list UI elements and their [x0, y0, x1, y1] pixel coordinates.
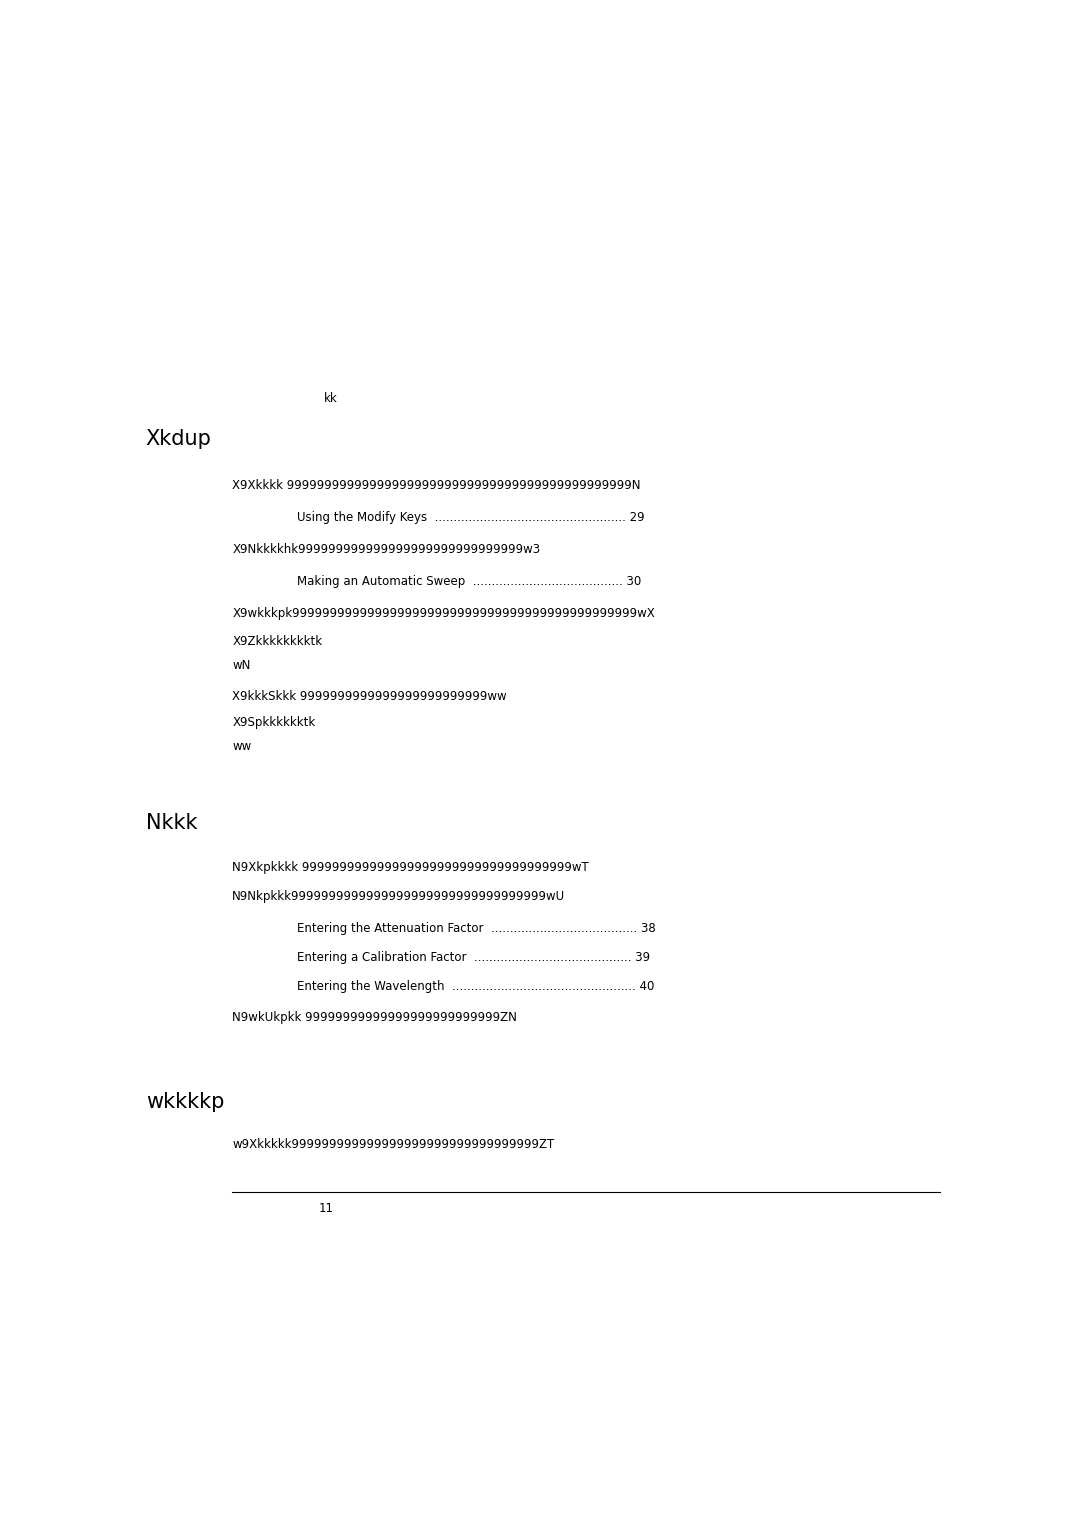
Text: Using the Modify Keys  ................................................... 29: Using the Modify Keys ..................…	[297, 510, 645, 524]
Text: Nkkk: Nkkk	[146, 813, 198, 833]
Text: Entering the Wavelength  ................................................. 40: Entering the Wavelength ................…	[297, 979, 654, 993]
Text: X9Zkkkkkkkktk: X9Zkkkkkkkktk	[232, 634, 322, 648]
Text: X9wkkkpk9999999999999999999999999999999999999999999999wX: X9wkkkpk99999999999999999999999999999999…	[232, 607, 654, 620]
Text: X9kkkSkkk 9999999999999999999999999ww: X9kkkSkkk 9999999999999999999999999ww	[232, 689, 507, 703]
Text: Entering the Attenuation Factor  ....................................... 38: Entering the Attenuation Factor ........…	[297, 921, 656, 935]
Text: X9Nkkkkhk999999999999999999999999999999w3: X9Nkkkkhk999999999999999999999999999999w…	[232, 542, 540, 556]
Text: w9Xkkkkk999999999999999999999999999999999ZT: w9Xkkkkk99999999999999999999999999999999…	[232, 1137, 554, 1151]
Text: wkkkkp: wkkkkp	[146, 1093, 225, 1112]
Text: X9Xkkkk 9999999999999999999999999999999999999999999999N: X9Xkkkk 99999999999999999999999999999999…	[232, 478, 640, 492]
Text: 11: 11	[319, 1201, 334, 1215]
Text: Xkdup: Xkdup	[146, 429, 212, 449]
Text: Entering a Calibration Factor  .......................................... 39: Entering a Calibration Factor ..........…	[297, 950, 650, 964]
Text: N9Xkpkkkk 999999999999999999999999999999999999wT: N9Xkpkkkk 999999999999999999999999999999…	[232, 860, 589, 874]
Text: kk: kk	[324, 391, 338, 405]
Text: Making an Automatic Sweep  ........................................ 30: Making an Automatic Sweep ..............…	[297, 575, 642, 588]
Text: N9wkUkpkk 99999999999999999999999999ZN: N9wkUkpkk 99999999999999999999999999ZN	[232, 1010, 517, 1024]
Text: ww: ww	[232, 740, 252, 753]
Text: N9Nkpkkk9999999999999999999999999999999999wU: N9Nkpkkk99999999999999999999999999999999…	[232, 889, 565, 903]
Text: wN: wN	[232, 659, 251, 672]
Text: X9Spkkkkkktk: X9Spkkkkkktk	[232, 715, 315, 729]
